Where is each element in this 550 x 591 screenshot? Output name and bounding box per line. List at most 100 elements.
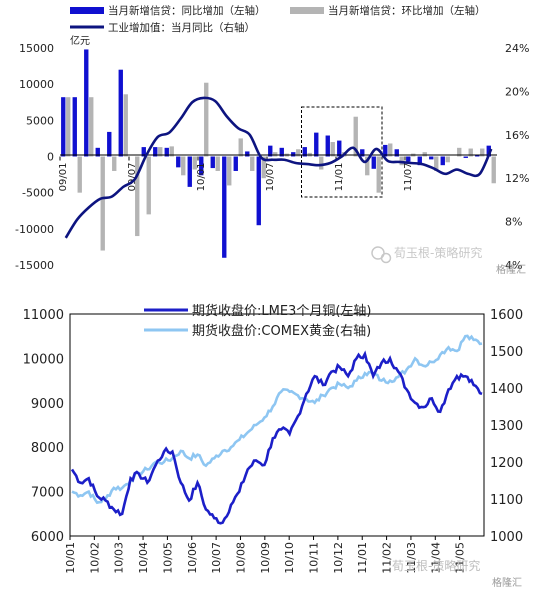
x-tick-label: 09/07 — [127, 163, 138, 192]
y-tick-label-left: 7000 — [31, 486, 64, 501]
y-tick-label-right: 1300 — [490, 419, 523, 434]
x-tick-label: 11/05 — [454, 542, 467, 574]
bar-yoy — [222, 156, 227, 258]
bar-yoy — [475, 155, 480, 157]
x-tick-label: 09/01 — [58, 163, 69, 192]
bar-yoy — [256, 156, 261, 226]
bar-mom — [353, 116, 358, 157]
y-tick-label-left: 9000 — [31, 397, 64, 412]
bar-mom — [365, 156, 370, 176]
bar-yoy — [325, 135, 330, 157]
y-tick-label-right: 24% — [505, 42, 529, 55]
x-tick-label: 10/07 — [210, 542, 223, 574]
bar-yoy — [486, 145, 491, 157]
top-legend: 当月新增信贷：同比增加（左轴） 当月新增信贷：环比增加（左轴） 工业增加值：当月… — [70, 4, 486, 34]
bar-yoy — [95, 147, 100, 157]
bar-yoy — [371, 156, 376, 169]
bar-mom — [238, 138, 243, 157]
bar-mom — [146, 156, 151, 215]
bar-yoy — [394, 149, 399, 157]
legend-swatch-mom — [290, 7, 324, 14]
bar-mom — [123, 94, 128, 157]
y-tick-label-left: 11000 — [23, 308, 64, 323]
bar-yoy — [141, 147, 146, 157]
bar-yoy — [360, 149, 365, 157]
bar-yoy — [61, 97, 66, 157]
y-tick-label-right: 1200 — [490, 456, 523, 471]
source-text-bottom: 格隆汇 — [492, 576, 522, 589]
bar-yoy — [302, 147, 307, 157]
bottom-plot-frame — [69, 313, 485, 537]
y-tick-label-left: 10000 — [19, 78, 54, 91]
bar-yoy — [210, 156, 215, 169]
bar-mom — [376, 156, 381, 193]
bar-mom — [330, 142, 335, 157]
y-tick-label-left: -10000 — [15, 223, 54, 236]
bar-mom — [388, 143, 393, 157]
bar-mom — [135, 156, 140, 237]
x-tick-label: 10/06 — [186, 542, 199, 574]
bar-yoy — [279, 147, 284, 157]
x-tick-label: 10/10 — [283, 542, 296, 574]
bar-mom — [192, 156, 197, 170]
bar-mom — [457, 147, 462, 157]
x-tick-label: 11/04 — [429, 542, 442, 574]
bar-yoy — [245, 151, 250, 157]
x-tick-label: 10/04 — [137, 542, 150, 574]
bar-yoy — [187, 156, 192, 187]
bar-yoy — [314, 132, 319, 157]
x-tick-label: 10/01 — [196, 163, 207, 192]
bar-mom — [491, 156, 496, 184]
bar-mom — [319, 156, 324, 170]
bar-yoy — [383, 144, 388, 157]
y-tick-label-left: 5000 — [26, 114, 54, 127]
y-tick-label-left: 15000 — [19, 42, 54, 55]
y-tick-label-left: 0 — [47, 151, 54, 164]
bar-mom — [89, 97, 94, 157]
bar-yoy — [233, 156, 238, 171]
legend-label-yoy: 当月新增信贷：同比增加（左轴） — [108, 4, 266, 17]
legend-label-copper: 期货收盘价:LME3个月铜(左轴) — [192, 303, 371, 319]
top-right-axis: 24% 20% 16% 12% 8% 4% — [505, 42, 529, 272]
bar-mom — [261, 156, 266, 179]
x-tick-label: 10/07 — [265, 163, 276, 192]
bar-mom — [273, 152, 278, 157]
bar-yoy — [118, 69, 123, 157]
y-tick-label-left: 6000 — [31, 530, 64, 545]
bar-yoy — [417, 156, 422, 166]
y-tick-label-left: -5000 — [22, 187, 54, 200]
y-tick-label-right: 20% — [505, 85, 529, 98]
bar-yoy — [463, 156, 468, 158]
y-tick-label-right: 16% — [505, 129, 529, 142]
bar-yoy — [153, 147, 158, 157]
wechat-icon-small — [380, 252, 392, 264]
x-tick-label: 11/01 — [356, 542, 369, 574]
bottom-x-axis: 10/01 10/02 10/03 10/04 10/05 10/06 10/07 10/08… — [64, 536, 467, 574]
y-tick-label-left: 10000 — [23, 352, 64, 367]
bottom-left-axis: 11000 10000 9000 8000 7000 6000 — [23, 308, 64, 545]
left-axis-unit: 亿元 — [70, 34, 90, 47]
bar-yoy — [291, 152, 296, 157]
legend-label-line: 工业增加值：当月同比（右轴） — [108, 21, 255, 34]
x-tick-label: 10/09 — [259, 542, 272, 574]
watermark-text-top: 荀玉根-策略研究 — [394, 245, 482, 260]
bottom-chart: 期货收盘价:LME3个月铜(左轴) 期货收盘价:COMEX黄金(右轴) 1100… — [23, 303, 523, 589]
legend-label-mom: 当月新增信贷：环比增加（左轴） — [328, 4, 486, 17]
legend-label-gold: 期货收盘价:COMEX黄金(右轴) — [192, 323, 371, 339]
bar-mom — [169, 146, 174, 157]
copper-price-line — [70, 350, 483, 525]
top-x-axis: 09/01 09/07 10/01 10/07 11/01 11/07 — [58, 156, 414, 192]
bar-yoy — [72, 97, 77, 157]
x-tick-label: 10/01 — [64, 542, 77, 574]
bar-yoy — [268, 145, 273, 157]
bar-mom — [250, 156, 255, 171]
wechat-icon — [371, 246, 385, 260]
y-tick-label-left: -15000 — [15, 259, 54, 272]
bar-mom — [158, 147, 163, 157]
bar-yoy — [84, 49, 89, 157]
bar-mom — [181, 156, 186, 176]
bar-mom — [399, 156, 404, 166]
bar-mom — [100, 156, 105, 251]
x-tick-label: 10/05 — [161, 542, 174, 574]
